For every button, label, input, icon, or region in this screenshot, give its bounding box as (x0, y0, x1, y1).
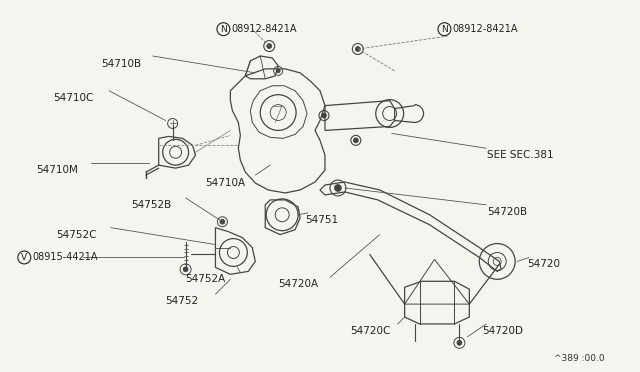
Text: 54710B: 54710B (101, 59, 141, 69)
Text: ^389 :00.0: ^389 :00.0 (554, 354, 605, 363)
Text: 08915-4421A: 08915-4421A (32, 253, 98, 263)
Text: 54720: 54720 (527, 259, 560, 269)
Text: 54720D: 54720D (483, 326, 524, 336)
Text: 54752B: 54752B (131, 200, 171, 210)
Text: 54710A: 54710A (205, 178, 246, 188)
Text: N: N (441, 25, 448, 34)
Text: 54710M: 54710M (36, 165, 78, 175)
Text: 54751: 54751 (305, 215, 338, 225)
Circle shape (321, 113, 326, 118)
Text: 08912-8421A: 08912-8421A (452, 24, 518, 34)
Text: 54720A: 54720A (278, 279, 318, 289)
Text: 54752A: 54752A (186, 274, 226, 284)
Text: 54752C: 54752C (56, 230, 97, 240)
Text: 54720B: 54720B (487, 207, 527, 217)
Text: 54710C: 54710C (53, 93, 93, 103)
Circle shape (267, 44, 272, 48)
Text: 54752: 54752 (166, 296, 199, 306)
Circle shape (355, 46, 360, 51)
Text: V: V (21, 253, 28, 262)
Circle shape (457, 340, 462, 345)
Text: 54720C: 54720C (350, 326, 390, 336)
Circle shape (335, 185, 341, 192)
Circle shape (183, 267, 188, 272)
Circle shape (353, 138, 358, 143)
Text: 08912-8421A: 08912-8421A (232, 24, 297, 34)
Text: N: N (220, 25, 227, 34)
Circle shape (276, 69, 280, 73)
Text: SEE SEC.381: SEE SEC.381 (487, 150, 554, 160)
Circle shape (220, 219, 225, 224)
